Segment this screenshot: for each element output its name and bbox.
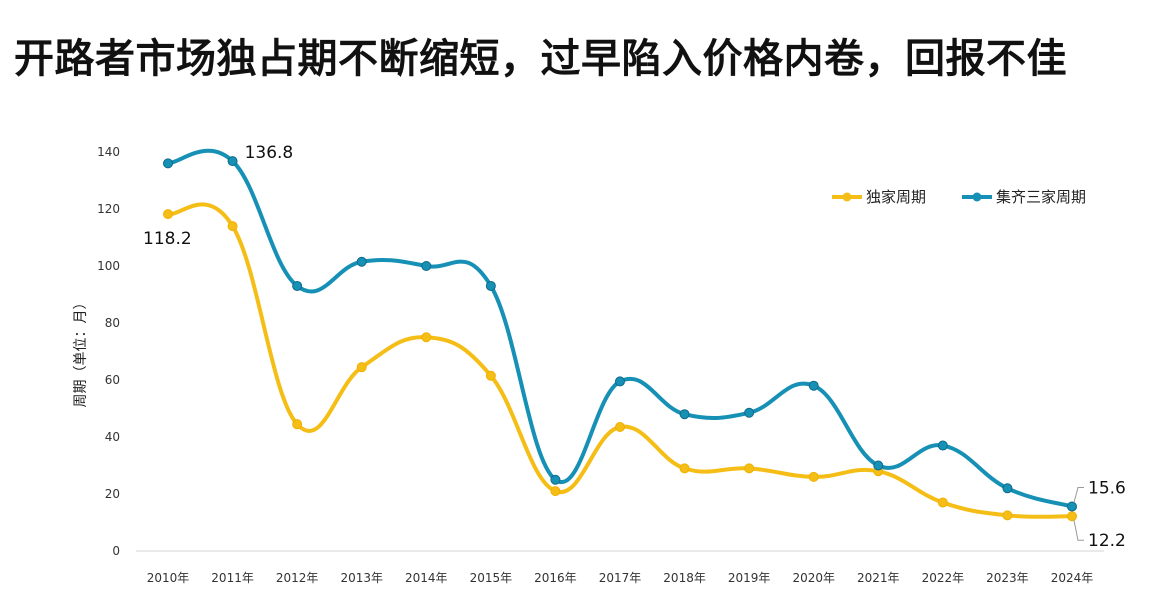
data-point [679,463,690,474]
x-tick-label: 2010年 [147,571,190,585]
y-axis-title: 周期（单位：月） [73,296,89,408]
data-point [550,486,561,497]
x-tick-label: 2016年 [534,571,577,585]
data-labels: 118.2 12.2 136.8 15.6 [143,143,1126,551]
data-point [485,280,496,291]
data-label: 12.2 [1088,531,1126,551]
data-point [679,409,690,420]
x-tick-label: 2013年 [340,571,383,585]
series-line-0 [166,202,1074,519]
x-tick-label: 2017年 [599,571,642,585]
x-tick-label: 2022年 [922,571,965,585]
x-tick-label: 2014年 [405,571,448,585]
page-title: 开路者市场独占期不断缩短，过早陷入价格内卷，回报不佳 [14,36,1067,82]
data-label: 136.8 [245,143,294,163]
x-tick-label: 2020年 [792,571,835,585]
data-point [163,158,173,169]
data-point [421,261,432,271]
x-tick-label: 2012年 [276,571,319,585]
data-point [937,440,948,451]
legend-label: 集齐三家周期 [996,188,1086,206]
data-point [227,221,238,232]
data-point [356,362,367,373]
data-point [227,156,238,167]
series-lines [166,148,1074,519]
y-tick-label: 20 [105,487,120,501]
x-tick-label: 2018年 [663,571,706,585]
y-tick-label: 80 [105,316,120,330]
data-point [550,474,561,485]
series-line-1 [166,148,1074,509]
legend: 独家周期 集齐三家周期 [832,188,1086,206]
data-point [615,422,625,433]
data-point [808,471,819,482]
data-label: 15.6 [1088,479,1126,499]
data-point [744,407,755,418]
x-tick-label: 2023年 [986,571,1029,585]
y-tick-label: 100 [97,259,120,273]
y-tick-label: 60 [105,373,120,387]
data-point [356,256,367,267]
series-points [163,156,1077,522]
data-point [744,463,755,474]
x-tick-label: 2011年 [211,571,254,585]
data-point [937,497,948,508]
data-point [808,380,819,391]
y-tick-label: 0 [112,544,120,558]
data-label: 118.2 [143,229,192,249]
data-point [292,419,303,430]
y-axis-title-group: 周期（单位：月） [73,296,89,408]
x-tick-label: 2019年 [728,571,771,585]
y-axis-ticks: 0 20 40 60 80 100 120 140 [97,145,120,558]
legend-swatch-marker [842,192,852,202]
legend-swatch-marker [972,192,982,202]
y-tick-label: 140 [97,145,120,159]
x-tick-label: 2015年 [470,571,513,585]
data-point [292,280,303,291]
label-leader-line [1073,520,1084,541]
data-point [615,376,625,387]
data-point [421,332,432,343]
data-point [873,460,884,471]
legend-label: 独家周期 [866,188,926,206]
x-tick-label: 2021年 [857,571,900,585]
x-axis-ticks: 2010年 2011年 2012年 2013年 2014年 2015年 2016年 2017年… [147,571,1094,585]
x-tick-label: 2024年 [1051,571,1094,585]
data-point [1067,511,1077,522]
data-point [1002,510,1013,521]
data-point [1002,483,1013,494]
data-point [485,370,496,381]
y-tick-label: 120 [97,202,120,216]
data-point [1067,501,1077,512]
y-tick-label: 40 [105,430,120,444]
data-point [163,209,173,220]
label-leader-line [1073,487,1084,503]
